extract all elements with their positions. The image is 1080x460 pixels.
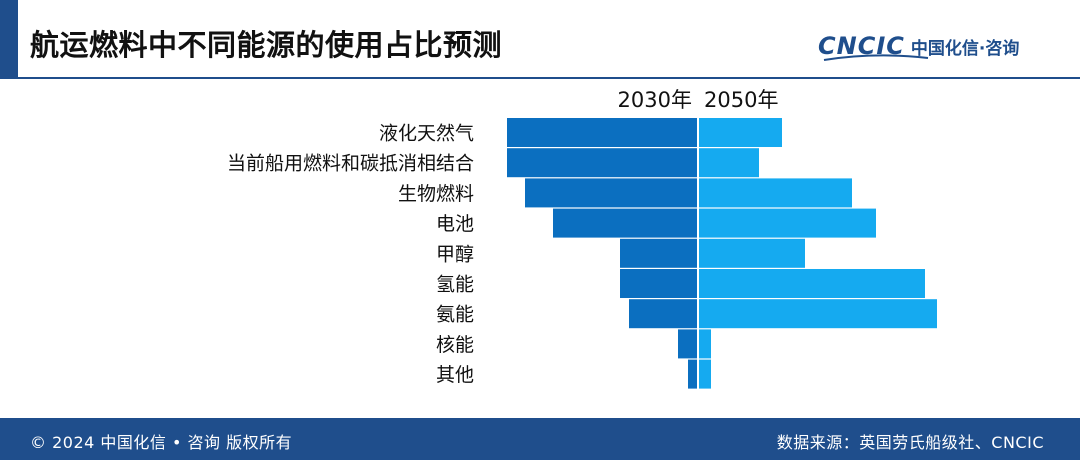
bar-2050 <box>699 329 711 359</box>
bar-2030 <box>678 329 697 359</box>
bar-2050 <box>699 208 876 238</box>
logo-cn-text: 中国化信·咨询 <box>910 38 1020 59</box>
bar-2030 <box>525 178 697 208</box>
cncic-logo: CNCIC 中国化信·咨询 <box>818 26 1019 66</box>
category-label: 核能 <box>436 334 474 356</box>
bar-2050 <box>699 148 759 178</box>
bar-2050 <box>699 238 805 268</box>
page-title: 航运燃料中不同能源的使用占比预测 <box>30 28 503 62</box>
legend-2050: 2050年 <box>704 88 778 112</box>
bar-2030 <box>629 299 697 329</box>
bar-2030 <box>688 359 697 389</box>
bar-2050 <box>699 178 852 208</box>
footer-source: 数据来源：英国劳氏船级社、CNCIC <box>776 433 1044 452</box>
bar-2050 <box>699 299 937 329</box>
footer-bar: © 2024 中国化信 • 咨询 版权所有 数据来源：英国劳氏船级社、CNCIC <box>0 418 1080 460</box>
title-accent-bar <box>0 0 18 78</box>
bar-2030 <box>620 238 697 268</box>
bar-2050 <box>699 359 711 389</box>
bar-2030 <box>507 148 697 178</box>
bar-2030 <box>620 269 697 298</box>
bar-2050 <box>699 269 925 298</box>
logo-swoosh-icon <box>823 54 929 61</box>
category-label: 电池 <box>436 213 474 235</box>
category-label: 当前船用燃料和碳抵消相结合 <box>227 153 474 175</box>
category-label: 其他 <box>436 364 474 386</box>
category-label: 氢能 <box>436 274 474 296</box>
footer-copyright: © 2024 中国化信 • 咨询 版权所有 <box>30 433 293 452</box>
bar-2030 <box>507 118 697 147</box>
butterfly-bar-chart: 2030年 2050年 液化天然气当前船用燃料和碳抵消相结合生物燃料电池甲醇氢能氨… <box>227 88 937 389</box>
bar-2050 <box>699 118 782 147</box>
header-divider <box>0 77 1080 79</box>
category-label: 液化天然气 <box>379 123 474 145</box>
bar-2030 <box>553 208 697 238</box>
category-label: 氨能 <box>436 304 474 326</box>
category-label: 甲醇 <box>436 243 474 265</box>
legend-2030: 2030年 <box>618 88 692 112</box>
category-label: 生物燃料 <box>398 183 474 205</box>
